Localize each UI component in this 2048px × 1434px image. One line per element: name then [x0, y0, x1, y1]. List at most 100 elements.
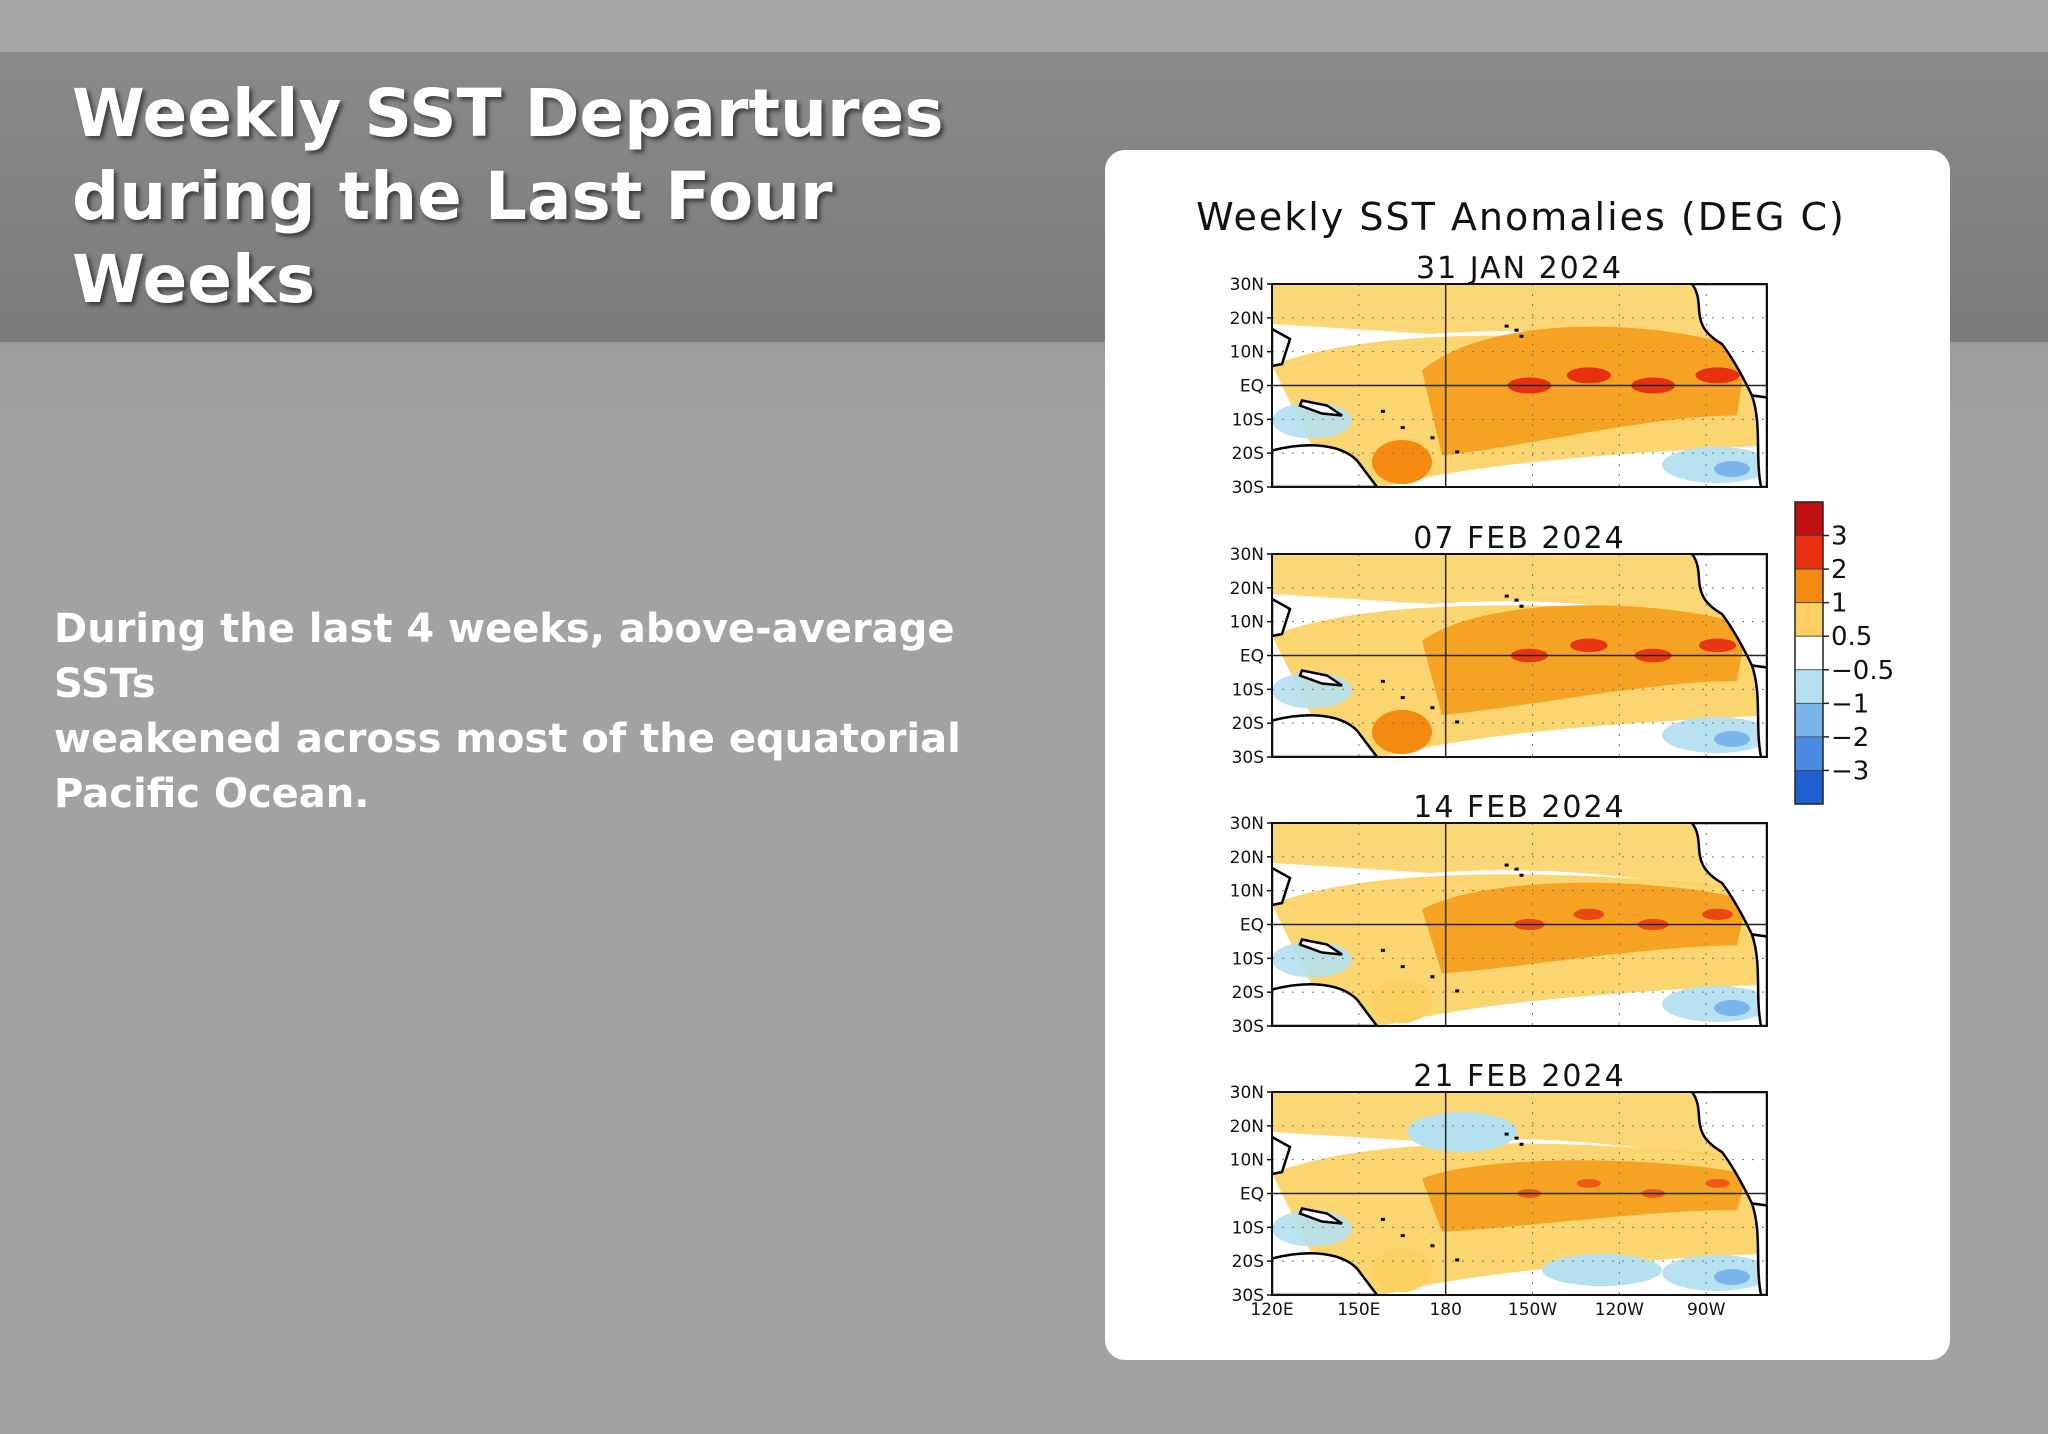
island [1380, 409, 1385, 413]
lat-tick-label: 30S [1232, 1286, 1264, 1306]
lat-tick-label: 30N [1230, 1083, 1264, 1103]
lat-tick-label: EQ [1240, 647, 1264, 667]
colorbar-label: −0.5 [1831, 656, 1894, 686]
warm-anomaly-tongue [1422, 882, 1747, 974]
lat-tick-label: 10N [1230, 343, 1264, 363]
island [1380, 679, 1385, 683]
panel-date-label: 07 FEB 2024 [1413, 521, 1625, 556]
island [1504, 1132, 1509, 1136]
asia-coast [1272, 1135, 1292, 1176]
top-strip [0, 0, 2048, 52]
colorbar-segment [1794, 669, 1824, 704]
panel-date-label: 31 JAN 2024 [1416, 251, 1623, 286]
americas-coast [1690, 823, 1767, 938]
sst-figure-canvas: Weekly SST Anomalies (DEG C) 31 JAN 2024… [1196, 195, 1894, 1320]
colorbar-segment [1794, 702, 1824, 738]
slide-title-line: Weeks [72, 241, 316, 318]
asia-coast [1272, 866, 1292, 907]
island [1504, 324, 1509, 328]
island [1519, 604, 1524, 608]
island [1380, 948, 1385, 952]
colorbar-label: −3 [1831, 756, 1869, 786]
lat-tick-label: 20S [1232, 714, 1264, 734]
sst-anomaly-figure: Weekly SST Anomalies (DEG C) 31 JAN 2024… [1105, 150, 1950, 1360]
island [1455, 450, 1460, 454]
americas-coast [1690, 554, 1767, 669]
colorbar-label: 1 [1831, 589, 1848, 619]
island [1455, 989, 1460, 993]
body-text-line: Pacific Ocean. [54, 771, 370, 817]
lat-tick-label: 10N [1230, 1151, 1264, 1171]
colorbar-label: −2 [1831, 723, 1869, 753]
hot-spot [1698, 638, 1737, 653]
lat-tick-label: EQ [1240, 916, 1264, 936]
island [1514, 328, 1519, 332]
south-america-coast [1750, 663, 1767, 757]
body-text-line: weakened across most of the equatorial [54, 716, 961, 762]
hot-spot [1570, 638, 1608, 653]
island [1455, 1258, 1460, 1262]
lat-tick-label: 30N [1230, 275, 1264, 295]
island [1504, 594, 1509, 598]
lon-tick-label: 120E [1250, 1300, 1293, 1320]
colorbar-label: 3 [1831, 522, 1848, 552]
island [1514, 1136, 1519, 1140]
lon-tick-label: 150W [1508, 1300, 1557, 1320]
hot-spot [1702, 908, 1733, 920]
new-guinea-coast [1298, 1207, 1343, 1225]
warm-anomaly-tongue [1422, 605, 1747, 715]
slide-title-line: Weekly SST Departures [72, 75, 944, 152]
lat-tick-label: 30S [1232, 478, 1264, 498]
colorbar-label: 0.5 [1831, 622, 1872, 652]
hot-spot [1573, 908, 1605, 920]
americas-coast [1690, 284, 1767, 399]
lat-tick-label: 30S [1232, 1017, 1264, 1037]
island [1519, 334, 1524, 338]
slide-title: Weekly SST Departures during the Last Fo… [72, 72, 972, 321]
americas-coast [1690, 1092, 1767, 1207]
australia-coast [1272, 983, 1379, 1026]
island [1400, 696, 1405, 700]
island [1430, 1244, 1435, 1248]
lon-tick-label: 150E [1337, 1300, 1380, 1320]
colorbar-segment [1794, 501, 1824, 536]
island [1400, 965, 1405, 969]
map-field [1272, 823, 1767, 1026]
lat-tick-label: 20N [1230, 309, 1264, 329]
colorbar: 32 10.5 −0.5−1 −2−3 [1794, 501, 1894, 805]
map-panel: 07 FEB 2024 30N 20N 10N EQ 10S 20S 30S [1230, 521, 1768, 768]
sw-warm-patch [1372, 710, 1432, 754]
colorbar-label: 2 [1831, 555, 1848, 585]
lon-tick-label: 90W [1687, 1300, 1726, 1320]
sw-warm-patch [1372, 1248, 1432, 1292]
island [1455, 720, 1460, 724]
colorbar-segment [1794, 770, 1824, 805]
lat-tick-label: 20S [1232, 1252, 1264, 1272]
lat-tick-label: EQ [1240, 377, 1264, 397]
island [1519, 873, 1524, 877]
panel-date-label: 14 FEB 2024 [1413, 790, 1625, 825]
colorbar-segment [1794, 535, 1824, 570]
south-america-coast [1750, 1201, 1767, 1295]
warm-weak-region [1272, 1092, 1767, 1162]
hot-spot [1576, 1178, 1601, 1188]
island [1514, 867, 1519, 871]
colorbar-frame [1794, 501, 1824, 805]
slide-title-line: during the Last Four [72, 158, 833, 235]
colorbar-segment [1794, 568, 1824, 604]
lat-tick-label: 20N [1230, 579, 1264, 599]
figure-title: Weekly SST Anomalies (DEG C) [1196, 195, 1846, 239]
south-america-coast [1750, 932, 1767, 1026]
island [1430, 706, 1435, 710]
island [1430, 436, 1435, 440]
south-america-coast [1750, 393, 1767, 487]
sw-warm-patch [1372, 440, 1432, 484]
island [1400, 426, 1405, 430]
lat-tick-label: 10N [1230, 613, 1264, 633]
lat-tick-label: EQ [1240, 1185, 1264, 1205]
panel-date-label: 21 FEB 2024 [1413, 1059, 1625, 1094]
lat-tick-label: 20N [1230, 848, 1264, 868]
warm-weak-region [1272, 823, 1767, 893]
warm-anomaly-tongue [1422, 326, 1747, 456]
